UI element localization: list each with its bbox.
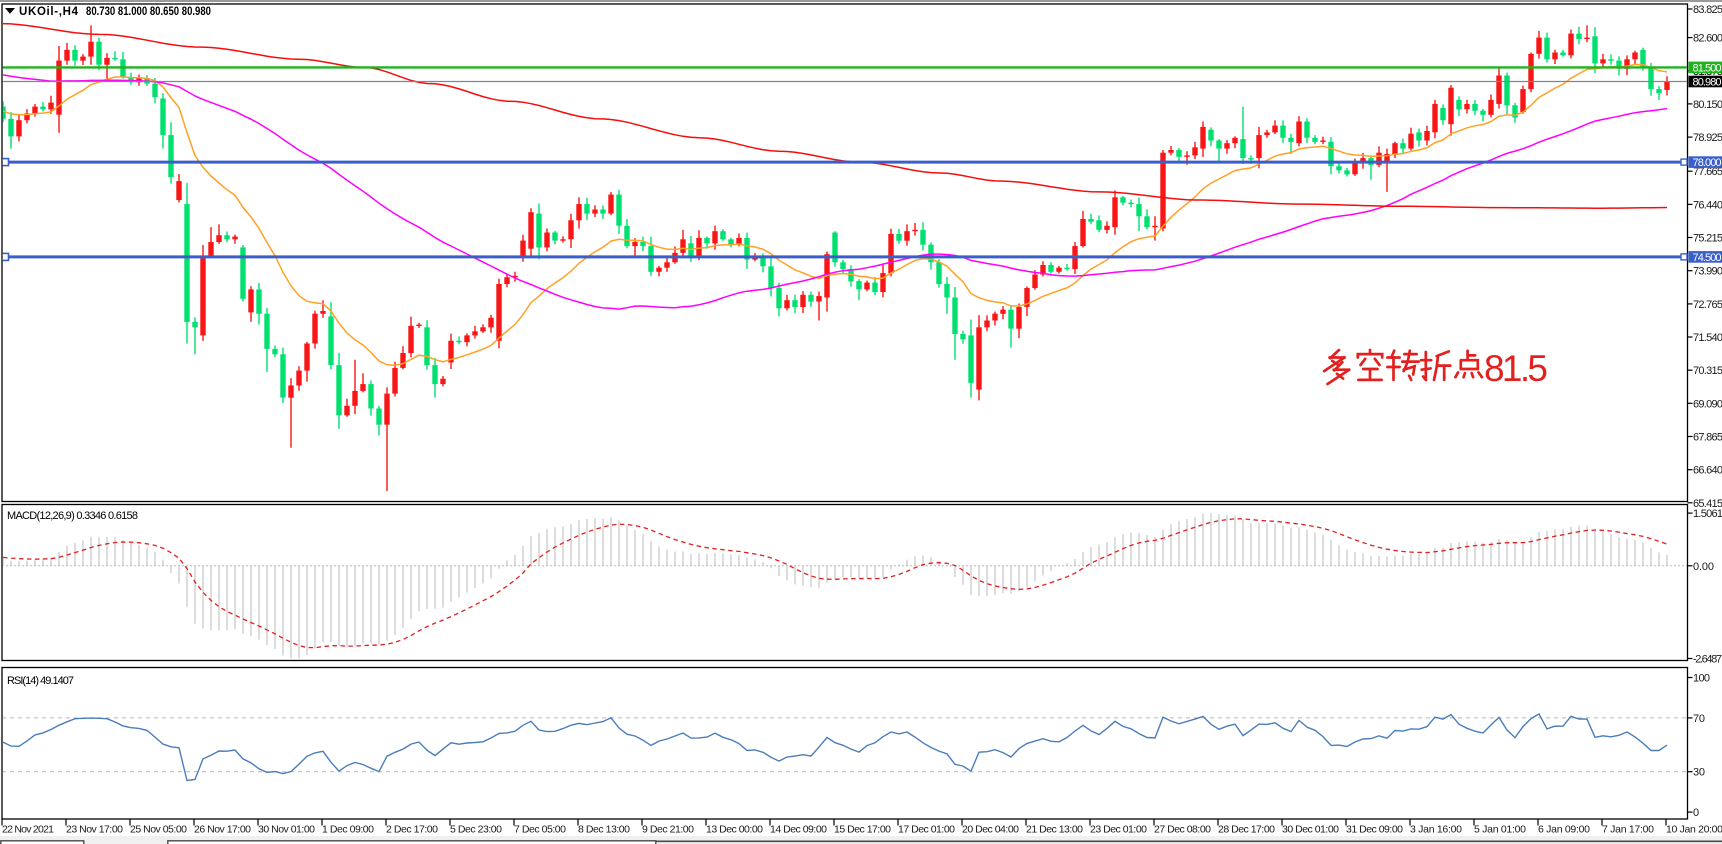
- svg-text:78.925: 78.925: [1693, 132, 1722, 144]
- svg-text:22 Nov 2021: 22 Nov 2021: [2, 824, 54, 836]
- svg-text:8 Dec 13:00: 8 Dec 13:00: [578, 824, 630, 836]
- svg-text:72.765: 72.765: [1693, 299, 1722, 311]
- svg-text:70: 70: [1693, 713, 1705, 725]
- svg-text:0.00: 0.00: [1693, 561, 1714, 573]
- svg-text:23 Dec 01:00: 23 Dec 01:00: [1090, 824, 1147, 836]
- svg-text:66.640: 66.640: [1693, 465, 1722, 477]
- svg-text:74.500: 74.500: [1693, 252, 1722, 264]
- svg-text:1.5061: 1.5061: [1693, 508, 1722, 520]
- svg-text:73.990: 73.990: [1693, 266, 1722, 278]
- svg-text:5 Jan 01:00: 5 Jan 01:00: [1474, 824, 1526, 836]
- svg-text:67.865: 67.865: [1693, 432, 1722, 444]
- svg-text:RSI(14) 49.1407: RSI(14) 49.1407: [7, 675, 74, 687]
- svg-text:26 Nov 17:00: 26 Nov 17:00: [194, 824, 251, 836]
- svg-text:69.090: 69.090: [1693, 398, 1722, 410]
- svg-text:27 Dec 08:00: 27 Dec 08:00: [1154, 824, 1211, 836]
- svg-text:83.825: 83.825: [1693, 4, 1722, 16]
- svg-text:80.730 81.000 80.650 80.980: 80.730 81.000 80.650 80.980: [86, 6, 211, 18]
- svg-text:9 Dec 21:00: 9 Dec 21:00: [642, 824, 694, 836]
- svg-text:71.540: 71.540: [1693, 332, 1722, 344]
- svg-text:28 Dec 17:00: 28 Dec 17:00: [1218, 824, 1275, 836]
- svg-text:80.150: 80.150: [1693, 99, 1722, 111]
- svg-text:1 Dec 09:00: 1 Dec 09:00: [322, 824, 374, 836]
- svg-text:65.415: 65.415: [1693, 498, 1722, 510]
- svg-text:78.000: 78.000: [1693, 157, 1722, 169]
- svg-text:80.980: 80.980: [1693, 77, 1722, 89]
- svg-text:31 Dec 09:00: 31 Dec 09:00: [1346, 824, 1403, 836]
- svg-text:7 Jan 17:00: 7 Jan 17:00: [1602, 824, 1654, 836]
- svg-text:81.5: 81.5: [1484, 348, 1548, 389]
- svg-text:2 Dec 17:00: 2 Dec 17:00: [386, 824, 438, 836]
- svg-text:20 Dec 04:00: 20 Dec 04:00: [962, 824, 1019, 836]
- svg-text:30 Nov 01:00: 30 Nov 01:00: [258, 824, 315, 836]
- svg-text:14 Dec 09:00: 14 Dec 09:00: [770, 824, 827, 836]
- svg-text:6 Jan 09:00: 6 Jan 09:00: [1538, 824, 1590, 836]
- svg-text:13 Dec 00:00: 13 Dec 00:00: [706, 824, 763, 836]
- svg-text:76.440: 76.440: [1693, 199, 1722, 211]
- svg-text:UKOil-,H4: UKOil-,H4: [19, 6, 79, 18]
- svg-text:30: 30: [1693, 767, 1705, 779]
- svg-text:70.315: 70.315: [1693, 365, 1722, 377]
- svg-text:MACD(12,26,9) 0.3346 0.6158: MACD(12,26,9) 0.3346 0.6158: [7, 510, 138, 522]
- svg-text:21 Dec 13:00: 21 Dec 13:00: [1026, 824, 1083, 836]
- svg-text:0: 0: [1693, 807, 1699, 819]
- svg-text:82.600: 82.600: [1693, 33, 1722, 45]
- svg-text:30 Dec 01:00: 30 Dec 01:00: [1282, 824, 1339, 836]
- svg-text:100: 100: [1693, 673, 1710, 685]
- svg-text:77.665: 77.665: [1693, 166, 1722, 178]
- svg-text:75.215: 75.215: [1693, 233, 1722, 245]
- svg-text:81.500: 81.500: [1693, 62, 1722, 74]
- svg-text:23 Nov 17:00: 23 Nov 17:00: [66, 824, 123, 836]
- svg-text:5 Dec 23:00: 5 Dec 23:00: [450, 824, 502, 836]
- svg-text:7 Dec 05:00: 7 Dec 05:00: [514, 824, 566, 836]
- svg-text:3 Jan 16:00: 3 Jan 16:00: [1410, 824, 1462, 836]
- svg-text:15 Dec 17:00: 15 Dec 17:00: [834, 824, 891, 836]
- svg-text:10 Jan 20:00: 10 Jan 20:00: [1666, 824, 1722, 836]
- svg-text:25 Nov 05:00: 25 Nov 05:00: [130, 824, 187, 836]
- svg-text:-2.6487: -2.6487: [1693, 654, 1722, 666]
- svg-text:17 Dec 01:00: 17 Dec 01:00: [898, 824, 955, 836]
